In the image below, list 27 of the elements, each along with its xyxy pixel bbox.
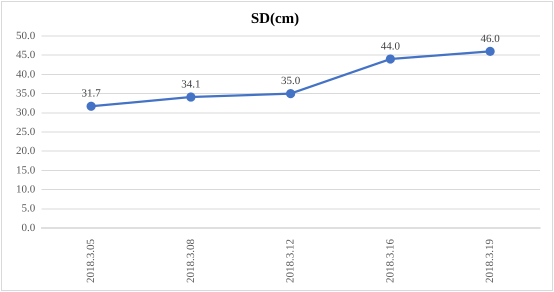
point [86,102,96,111]
x-tick-label: 2018.3.16 [384,238,396,283]
y-tick-label: 45.0 [16,49,36,62]
y-tick-label: 40.0 [16,68,36,80]
y-tick-label: 0.0 [22,222,36,234]
y-tick-label: 25.0 [16,126,36,138]
point [186,92,196,102]
y-tick-label: 50.0 [16,30,36,42]
data-label: 44.0 [380,40,400,52]
data-label: 31.7 [82,88,102,100]
x-tick-label: 2018.3.08 [184,238,197,283]
y-tick-label: 20.0 [16,145,36,158]
point [486,46,495,56]
data-label: 35.0 [281,74,301,87]
data-label: 34.1 [181,78,200,90]
y-tick-label: 5.0 [22,202,36,215]
y-tick-label: 10.0 [16,183,36,196]
data-label: 46.0 [480,32,500,45]
y-tick-label: 30.0 [16,106,36,119]
x-tick-label: 2018.3.19 [484,238,496,283]
chart-title: SD(cm) [250,10,300,27]
x-tick-label: 2018.3.12 [284,239,297,283]
y-tick-label: 15.0 [16,164,36,176]
point [386,54,395,64]
point [286,88,296,98]
x-tick-label: 2018.3.05 [85,238,98,283]
y-tick-label: 35.0 [16,87,36,100]
